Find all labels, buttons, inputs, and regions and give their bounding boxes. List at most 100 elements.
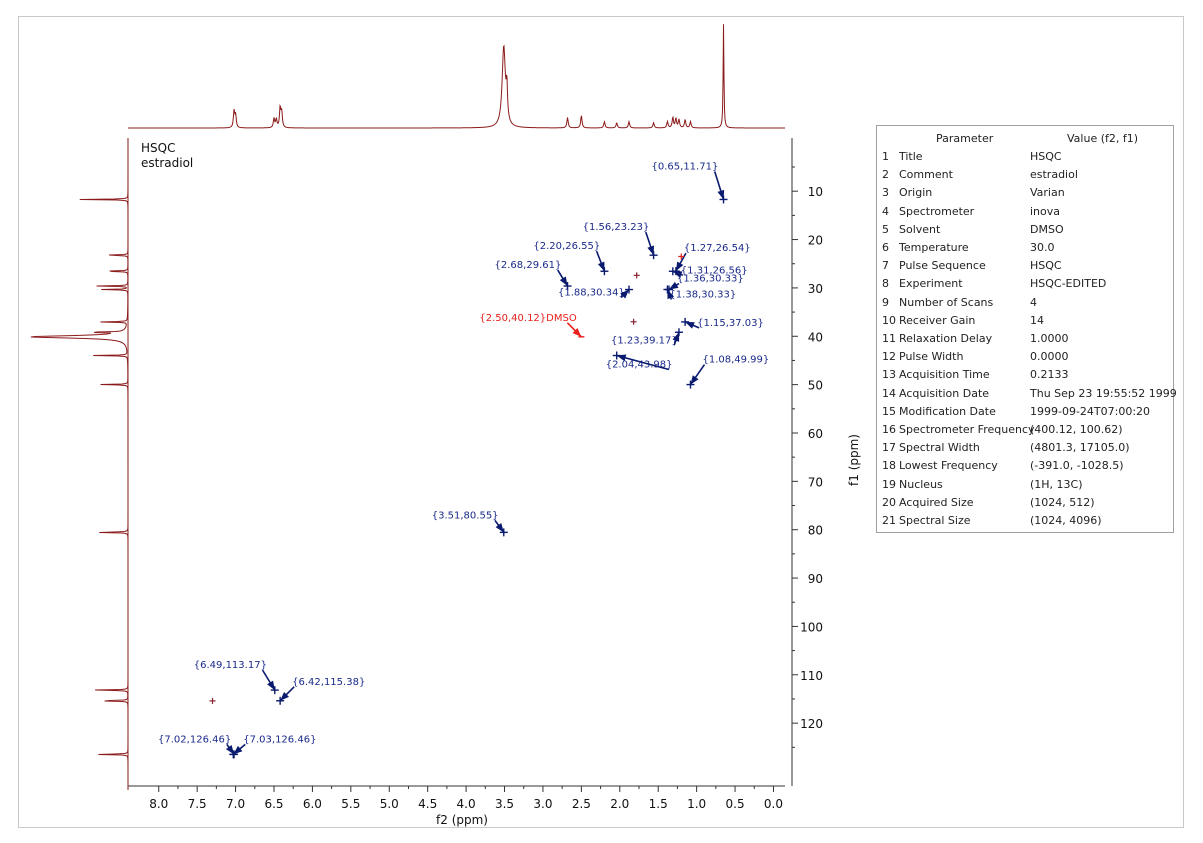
peak-label: {2.04,43.98} xyxy=(606,360,673,371)
parameter-row[interactable]: 3 Origin Varian xyxy=(877,186,1173,204)
x-tick-label: 5.0 xyxy=(380,797,399,811)
parameter-row[interactable]: 6 Temperature 30.0 xyxy=(877,241,1173,259)
parameter-value: (400.12, 100.62) xyxy=(1030,423,1123,436)
peak-label: {1.88,30.34} xyxy=(558,288,625,299)
parameter-value: (1024, 512) xyxy=(1030,495,1095,509)
parameter-value: 14 xyxy=(1030,313,1044,327)
parameter-row[interactable]: 15 Modification Date 1999-09-24T07:00:20 xyxy=(877,405,1173,423)
peak-label: {1.23,39.17} xyxy=(611,335,678,346)
parameter-row[interactable]: 11 Relaxation Delay 1.0000 xyxy=(877,332,1173,350)
peak-arrowhead xyxy=(267,680,275,691)
parameter-row[interactable]: 17 Spectral Width (4801.3, 17105.0) xyxy=(877,441,1173,459)
parameter-number: 3 xyxy=(882,186,889,200)
parameter-row[interactable]: 18 Lowest Frequency (-391.0, -1028.5) xyxy=(877,459,1173,477)
parameter-number: 10 xyxy=(882,313,896,327)
solvent-peak-label: {2.50,40.12}DMSO xyxy=(479,313,576,324)
x-axis-label: f2 (ppm) xyxy=(436,813,488,827)
peak-label: {1.15,37.03} xyxy=(697,318,764,329)
x-tick-label: 2.5 xyxy=(572,797,591,811)
peak-arrowhead xyxy=(572,328,582,337)
peak-arrowhead xyxy=(672,332,680,342)
peak-label: {1.08,49.99} xyxy=(702,355,769,366)
parameter-row[interactable]: 2 Comment estradiol xyxy=(877,168,1173,186)
parameter-row[interactable]: 21 Spectral Size (1024, 4096) xyxy=(877,514,1173,532)
y-tick-label: 90 xyxy=(808,572,823,586)
parameter-row[interactable]: 20 Acquired Size (1024, 512) xyxy=(877,496,1173,514)
parameter-row[interactable]: 10 Receiver Gain 14 xyxy=(877,314,1173,332)
parameter-row[interactable]: 19 Nucleus (1H, 13C) xyxy=(877,478,1173,496)
parameter-number: 8 xyxy=(882,277,889,291)
parameter-name: Receiver Gain xyxy=(899,313,976,327)
parameter-row[interactable]: 7 Pulse Sequence HSQC xyxy=(877,259,1173,277)
parameter-number: 21 xyxy=(882,514,896,527)
peak-label: {1.31,26.56} xyxy=(681,265,748,276)
parameter-name: Spectrometer Frequency xyxy=(899,423,1035,436)
parameter-name: Pulse Width xyxy=(899,350,964,364)
peak-arrowhead xyxy=(559,276,568,287)
parameter-number: 9 xyxy=(882,295,889,309)
peak-leader-line xyxy=(616,354,670,371)
parameter-row[interactable]: 12 Pulse Width 0.0000 xyxy=(877,350,1173,368)
peak-arrowhead xyxy=(620,289,630,299)
parameter-row[interactable]: 9 Number of Scans 4 xyxy=(877,296,1173,314)
parameter-row[interactable]: 14 Acquisition Date Thu Sep 23 19:55:52 19… xyxy=(877,386,1177,405)
peak-label: {2.20,26.55} xyxy=(533,241,600,252)
parameter-name: Acquisition Date xyxy=(899,386,990,400)
parameter-row[interactable]: 1 Title HSQC xyxy=(877,150,1173,168)
parameter-number: 17 xyxy=(882,441,896,455)
parameter-row[interactable]: 8 Experiment HSQC-EDITED xyxy=(877,277,1173,295)
parameter-table-header: Parameter Value (f2, f1) xyxy=(877,132,1173,148)
peak-arrowhead xyxy=(233,745,243,755)
peak-label: {1.56,23.23} xyxy=(583,222,650,233)
peak-label: {1.38,30.33} xyxy=(669,290,736,301)
parameter-row[interactable]: 4 Spectrometer inova xyxy=(877,205,1173,223)
x-tick-label: 7.0 xyxy=(226,797,245,811)
parameter-number: 13 xyxy=(882,368,896,382)
peak-arrowhead xyxy=(690,375,699,385)
parameter-value: (1024, 4096) xyxy=(1030,514,1102,527)
parameter-value: Varian xyxy=(1030,186,1065,200)
x-tick-label: 6.5 xyxy=(264,797,283,811)
x-tick-label: 7.5 xyxy=(188,797,207,811)
x-tick-label: 3.5 xyxy=(495,797,514,811)
parameter-name: Lowest Frequency xyxy=(899,459,998,473)
y-tick-label: 110 xyxy=(800,669,823,683)
parameter-row[interactable]: 13 Acquisition Time 0.2133 xyxy=(877,368,1173,386)
parameter-number: 12 xyxy=(882,350,896,364)
parameter-number: 16 xyxy=(882,423,896,436)
parameter-value: DMSO xyxy=(1030,222,1064,236)
parameter-row[interactable]: 16 Spectrometer Frequency (400.12, 100.62) xyxy=(877,423,1173,441)
peak-label: {3.51,80.55} xyxy=(432,510,499,521)
peak-arrowhead xyxy=(667,289,675,300)
y-tick-label: 10 xyxy=(808,185,823,199)
peak-label: {0.65,11.71} xyxy=(652,161,719,172)
x-tick-label: 3.0 xyxy=(533,797,552,811)
axes: 8.0 7.5 7.0 6.5 6.0 5.5 5.0 4.5 4.0 3.5 3.0 2.5 2.0 1… xyxy=(127,138,823,811)
parameter-number: 2 xyxy=(882,168,889,182)
parameter-row[interactable]: 5 Solvent DMSO xyxy=(877,223,1173,241)
peak-arrowhead xyxy=(668,281,679,290)
parameter-name: Comment xyxy=(899,168,953,182)
x-tick-label: 0.5 xyxy=(726,797,745,811)
peak-arrowhead xyxy=(675,261,684,272)
x-tick-label: 1.0 xyxy=(687,797,706,811)
parameter-name: Acquisition Time xyxy=(899,368,990,382)
peak-label: {1.27,26.54} xyxy=(684,243,751,254)
parameter-value: 0.0000 xyxy=(1030,350,1069,364)
parameter-number: 5 xyxy=(882,222,889,236)
parameter-value: (1H, 13C) xyxy=(1030,477,1083,491)
parameter-number: 19 xyxy=(882,477,896,491)
parameter-value: 30.0 xyxy=(1030,241,1055,254)
x-tick-label: 4.5 xyxy=(418,797,437,811)
y-tick-label: 100 xyxy=(800,620,823,634)
parameter-number: 6 xyxy=(882,241,889,254)
parameter-name: Solvent xyxy=(899,222,941,236)
parameter-value: (4801.3, 17105.0) xyxy=(1030,441,1130,455)
parameter-number: 15 xyxy=(882,404,896,418)
parameter-number: 14 xyxy=(882,386,896,400)
peak-label: {7.02,126.46} xyxy=(158,734,231,745)
peak-arrowhead xyxy=(280,691,289,701)
parameter-value: inova xyxy=(1030,204,1061,218)
peak-layer: {0.65,11.71} {1.56,23.23} {2.20,26.55} {1.2… xyxy=(158,161,769,759)
peak-arrowhead xyxy=(685,321,695,329)
